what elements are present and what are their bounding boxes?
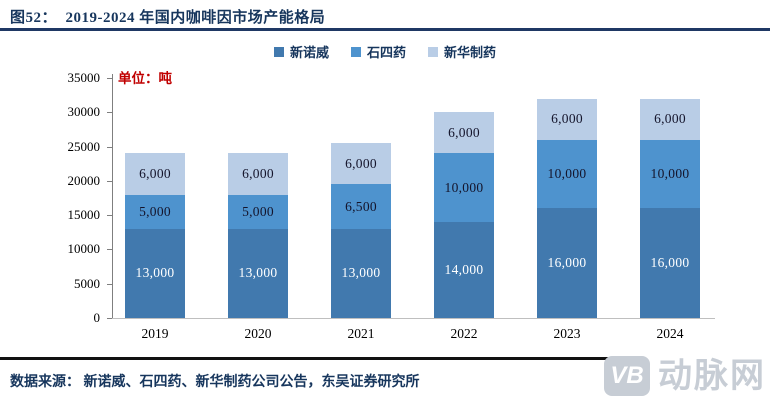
unit-label: 单位：吨 (118, 71, 172, 86)
bar-value-label: 6,000 (345, 155, 377, 171)
bar-segment-新华制药-2019: 6,000 (125, 153, 185, 195)
legend-swatch-icon (273, 46, 284, 57)
legend-label: 新华制药 (444, 45, 497, 60)
bar-segment-石四药-2022: 10,000 (434, 153, 494, 222)
y-axis-tick-label: 10000 (67, 241, 101, 257)
legend-item-1: 新诺威 (273, 42, 329, 61)
legend-label: 石四药 (366, 45, 406, 60)
bar-segment-新诺威-2020: 13,000 (228, 228, 288, 318)
y-axis-tick-label: 35000 (67, 70, 101, 85)
bar-value-label: 16,000 (650, 255, 690, 271)
bar-value-label: 13,000 (135, 265, 175, 281)
legend-swatch-icon (428, 46, 438, 57)
bar-value-label: 6,000 (139, 165, 171, 181)
y-axis-tick-label: 25000 (67, 138, 101, 154)
y-axis-tick-label: 30000 (67, 104, 101, 120)
y-axis-tick-mark (107, 249, 112, 251)
bar-segment-石四药-2020: 5,000 (228, 194, 288, 229)
bar-segment-石四药-2019: 5,000 (125, 194, 185, 229)
bar-value-label: 6,000 (242, 165, 274, 181)
bar-segment-新华制药-2023: 6,000 (537, 98, 597, 140)
bar-segment-新诺威-2023: 16,000 (537, 208, 597, 318)
legend-item-3: 新华制药 (428, 42, 496, 61)
bar-value-label: 14,000 (444, 262, 484, 277)
bar-value-label: 6,000 (654, 111, 686, 127)
bar-segment-新诺威-2021: 13,000 (331, 228, 391, 318)
legend-swatch-icon (350, 46, 361, 57)
y-axis-tick-mark (107, 318, 112, 319)
bar-value-label: 10,000 (547, 165, 587, 181)
bar-value-label: 10,000 (444, 179, 484, 195)
bar-segment-新华制药-2024: 6,000 (640, 98, 700, 140)
y-axis-tick-mark (107, 283, 112, 285)
bar-value-label: 5,000 (139, 203, 171, 219)
bar-value-label: 6,000 (448, 124, 480, 140)
vcbeat-logo-icon: VB (604, 356, 650, 396)
y-axis-tick-mark (107, 146, 112, 148)
bar-value-label: 13,000 (238, 265, 278, 281)
bar-segment-新华制药-2021: 6,000 (331, 143, 391, 185)
vcbeat-logo-text: 动脉网 (658, 357, 766, 395)
y-axis-line (112, 74, 113, 318)
bar-segment-新诺威-2022: 14,000 (434, 222, 494, 318)
y-axis-tick-label: 15000 (67, 207, 101, 223)
y-axis-tick-label: 20000 (67, 172, 101, 188)
bar-segment-新华制药-2022: 6,000 (434, 112, 494, 154)
bar-segment-新诺威-2024: 16,000 (640, 208, 700, 318)
x-axis-tick-label: 2021 (347, 326, 375, 341)
chart-legend: 新诺威 石四药 新华制药 (0, 42, 770, 61)
bar-segment-石四药-2024: 10,000 (640, 139, 700, 209)
bar-value-label: 13,000 (341, 265, 381, 281)
y-axis-tick-mark (107, 112, 112, 114)
data-source-note: 数据来源： 新诺威、石四药、新华制药公司公告，东吴证券研究所 (10, 375, 420, 390)
bar-segment-新华制药-2020: 6,000 (228, 153, 288, 195)
x-axis-line (112, 318, 715, 319)
y-axis-tick-mark (107, 180, 112, 182)
bar-segment-石四药-2023: 10,000 (537, 139, 597, 209)
vcbeat-watermark: VB 动脉网 (604, 356, 766, 396)
bar-segment-新诺威-2019: 13,000 (125, 228, 185, 318)
x-axis-tick-label: 2022 (450, 326, 478, 341)
x-axis-tick-label: 2020 (244, 326, 272, 341)
footer-divider (0, 357, 645, 360)
y-axis-tick-mark (107, 215, 112, 217)
figure-title: 图52： 2019-2024 年国内咖啡因市场产能格局 (10, 10, 326, 26)
title-divider (0, 28, 770, 31)
x-axis-tick-label: 2019 (141, 326, 169, 341)
x-axis-tick-label: 2023 (553, 326, 581, 341)
y-axis-tick-mark (107, 78, 112, 79)
bar-value-label: 6,500 (345, 198, 377, 214)
bar-value-label: 6,000 (551, 111, 583, 127)
bar-value-label: 16,000 (547, 255, 587, 271)
bar-segment-石四药-2021: 6,500 (331, 184, 391, 229)
y-axis-tick-label: 5000 (74, 275, 100, 291)
legend-item-2: 石四药 (350, 42, 406, 61)
y-axis-tick-label: 0 (93, 310, 101, 325)
legend-label: 新诺威 (289, 45, 329, 60)
bar-value-label: 10,000 (650, 165, 690, 181)
x-axis-tick-label: 2024 (656, 326, 684, 341)
bar-value-label: 5,000 (242, 203, 274, 219)
